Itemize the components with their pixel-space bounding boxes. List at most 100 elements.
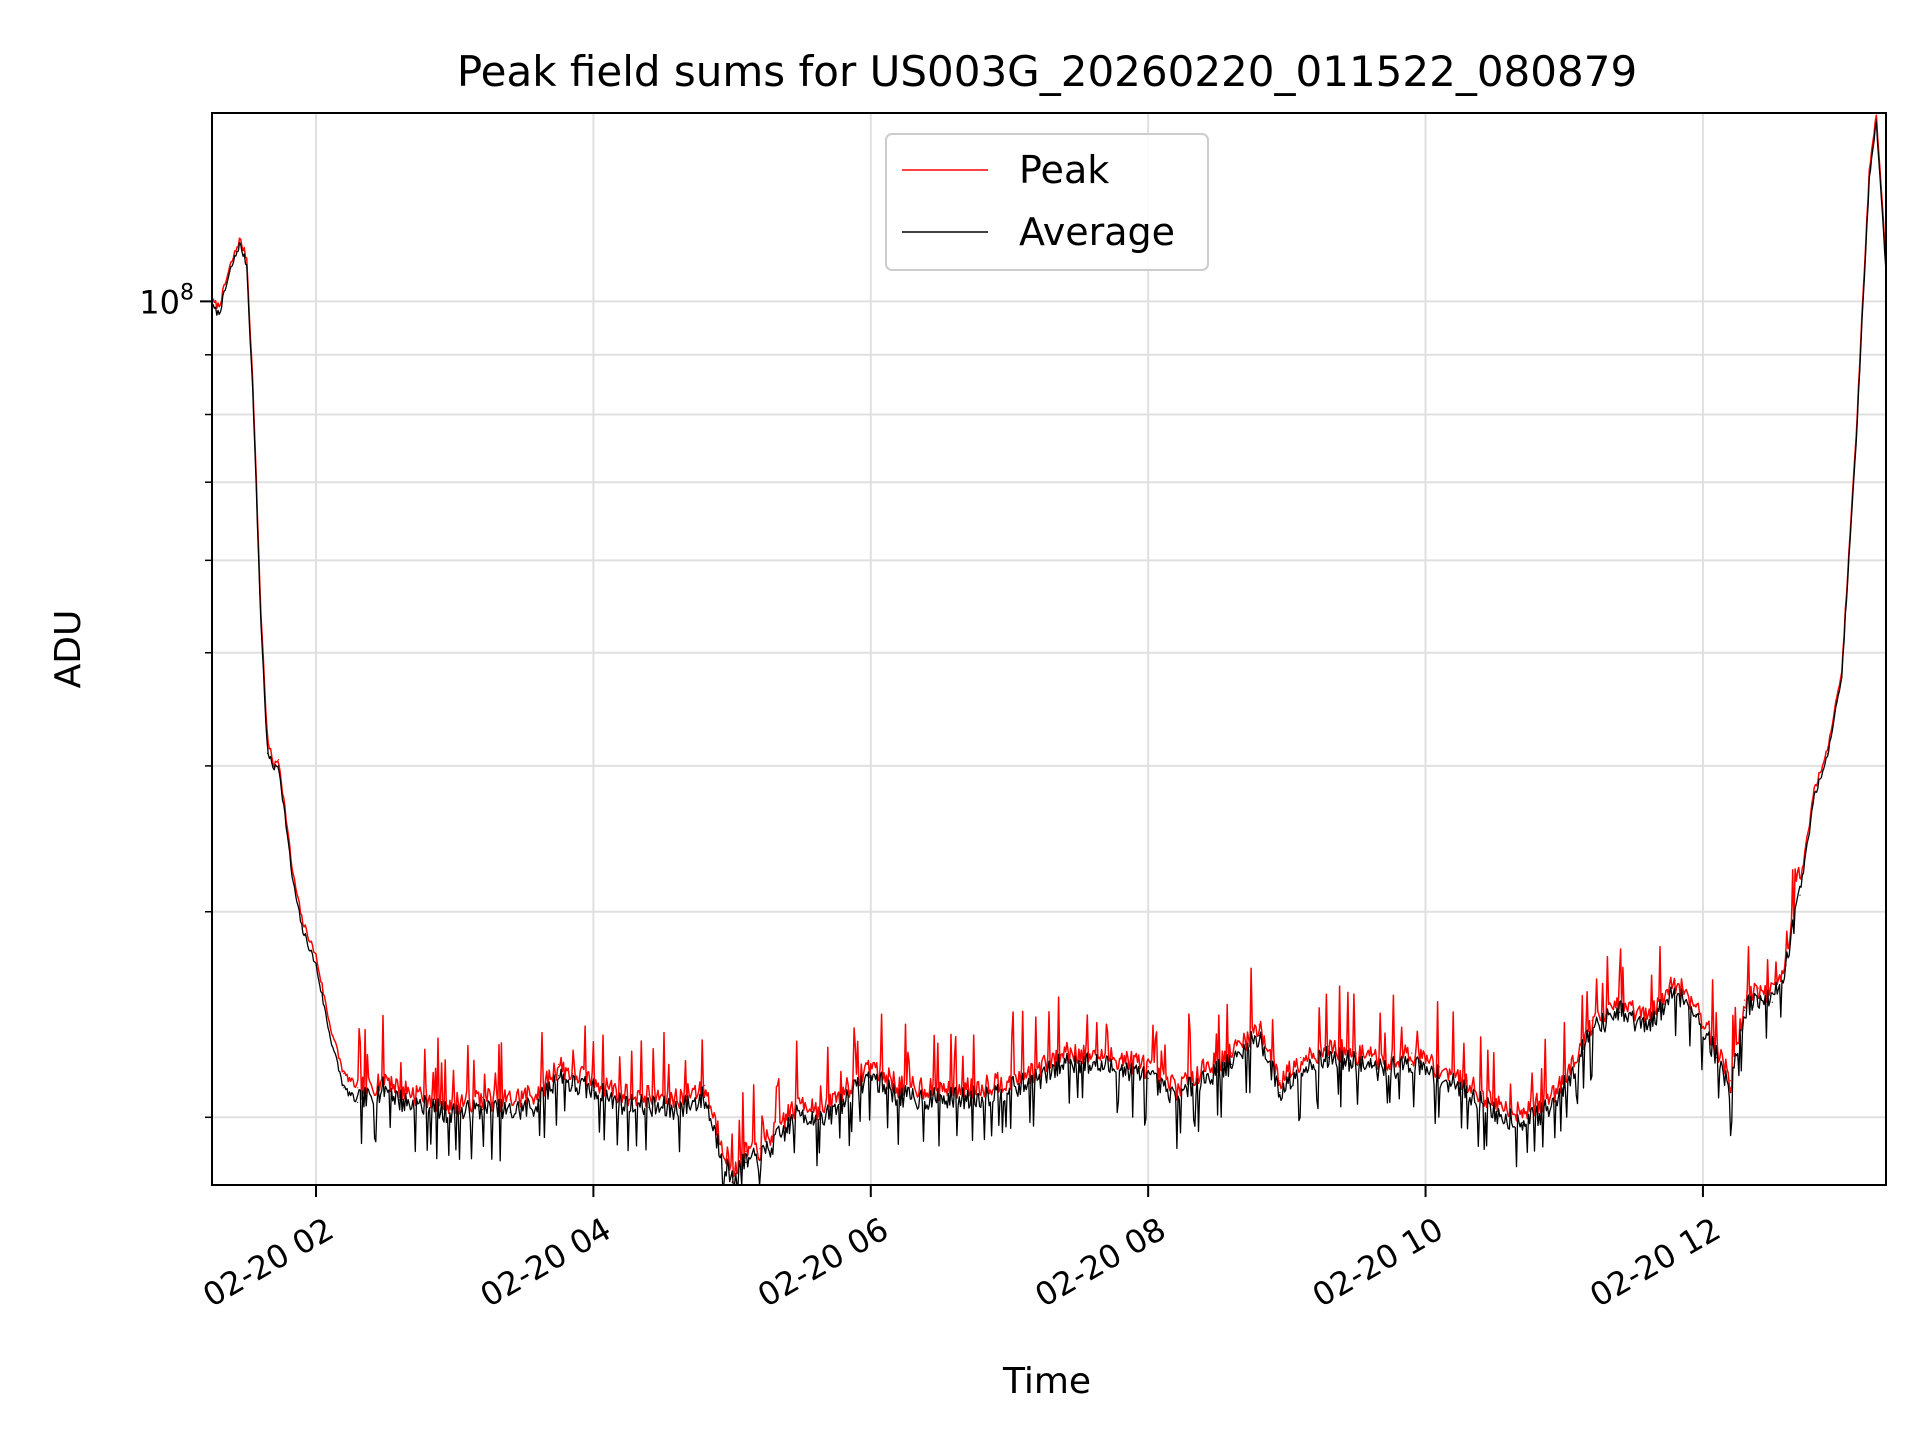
data-point-average [1771, 1001, 1773, 1003]
data-point-peak [343, 1073, 345, 1075]
data-point-average [1799, 894, 1801, 896]
data-point-peak [870, 1063, 872, 1065]
data-point-peak [440, 1099, 442, 1101]
plot-frame [211, 112, 1887, 1186]
legend: Peak Average [885, 133, 1209, 271]
data-point-average [1646, 1028, 1649, 1030]
data-point-average [440, 1111, 442, 1113]
data-point-average [558, 1075, 560, 1077]
x-axis-label: Time [1002, 1361, 1091, 1402]
data-point-average [1827, 752, 1829, 755]
data-point-average [291, 878, 293, 880]
data-point-average [648, 1106, 650, 1108]
data-point-peak [1730, 1080, 1732, 1082]
data-point-average [1411, 1063, 1413, 1065]
data-point-peak [1494, 1101, 1496, 1103]
data-point-peak [1258, 1024, 1260, 1026]
data-point-peak [800, 1099, 803, 1101]
data-point-peak [1813, 791, 1815, 793]
data-point-average [1203, 1077, 1205, 1079]
data-point-average [454, 1114, 456, 1116]
data-point-average [1674, 989, 1676, 991]
data-point-average [412, 1104, 414, 1106]
data-point-peak [370, 1084, 373, 1086]
data-point-average [1591, 1030, 1593, 1032]
data-point-average [1522, 1121, 1524, 1123]
data-point-peak [780, 1121, 782, 1123]
data-point-average [1563, 1087, 1565, 1089]
data-point-average [370, 1096, 373, 1098]
data-point-average [273, 767, 275, 770]
data-point-average [1549, 1109, 1551, 1111]
data-point-average [717, 1142, 719, 1144]
data-point-average [218, 313, 220, 315]
data-point-peak [1064, 1050, 1066, 1052]
data-point-peak [1827, 746, 1829, 748]
data-point-peak [1591, 1020, 1593, 1022]
data-point-peak [426, 1094, 428, 1096]
data-point-peak [1695, 1003, 1697, 1005]
data-point-peak [592, 1077, 595, 1079]
data-point-peak [278, 759, 280, 761]
data-point-average [1092, 1063, 1094, 1065]
data-point-average [1695, 1013, 1697, 1016]
series-average [211, 119, 1887, 1186]
data-point-average [981, 1096, 983, 1098]
data-point-peak [1008, 1077, 1011, 1079]
data-point-average [253, 410, 255, 412]
chart-title: Peak field sums for US003G_20260220_0115… [457, 47, 1637, 96]
series-line-average [211, 121, 1887, 1186]
data-point-average [745, 1161, 747, 1163]
data-point-peak [620, 1092, 622, 1094]
data-point-average [246, 264, 248, 266]
data-point-peak [717, 1129, 719, 1131]
data-point-average [1279, 1092, 1281, 1094]
y-axis-label: ADU [48, 610, 89, 689]
data-point-peak [1438, 1066, 1440, 1068]
data-point-average [1438, 1077, 1440, 1079]
data-point-peak [821, 1109, 823, 1111]
data-point-peak [1549, 1096, 1551, 1098]
data-point-average [1300, 1068, 1302, 1070]
data-point-average [1813, 798, 1815, 800]
data-point-peak [1230, 1052, 1232, 1054]
data-point-peak [1327, 1045, 1330, 1047]
data-point-peak [1674, 979, 1676, 982]
data-point-peak [1646, 1018, 1649, 1020]
data-point-average [278, 765, 280, 767]
data-point-average [1230, 1063, 1232, 1065]
data-point-average [1036, 1080, 1038, 1082]
data-point-average [357, 1101, 359, 1103]
data-point-average [1730, 1092, 1732, 1094]
data-point-average [1854, 453, 1857, 455]
series-line-peak [211, 114, 1887, 1178]
data-point-peak [1522, 1109, 1524, 1111]
data-point-peak [1355, 1052, 1357, 1054]
data-point-average [1785, 964, 1787, 966]
data-point-average [870, 1075, 872, 1077]
data-point-peak [759, 1148, 761, 1150]
data-point-average [343, 1087, 345, 1089]
data-point-average [676, 1109, 678, 1111]
legend-box [885, 133, 1209, 271]
data-point-average [897, 1096, 900, 1098]
data-point-average [1619, 1011, 1621, 1014]
data-point-peak [1092, 1052, 1094, 1054]
data-point-average [1147, 1077, 1149, 1079]
data-point-peak [239, 238, 241, 240]
data-point-peak [315, 955, 317, 957]
data-point-average [1466, 1092, 1468, 1094]
data-point-peak [1868, 167, 1870, 169]
data-point-average [1875, 119, 1877, 121]
data-point-average [780, 1134, 782, 1136]
data-point-average [1327, 1057, 1330, 1059]
data-point-average [284, 818, 287, 820]
data-point-average [1716, 1057, 1718, 1059]
data-point-average [1175, 1099, 1177, 1101]
data-point-peak [558, 1063, 560, 1065]
legend-label-peak: Peak [1019, 148, 1109, 192]
data-point-peak [842, 1089, 844, 1091]
data-point-average [1064, 1061, 1066, 1063]
data-point-peak [1757, 987, 1759, 989]
